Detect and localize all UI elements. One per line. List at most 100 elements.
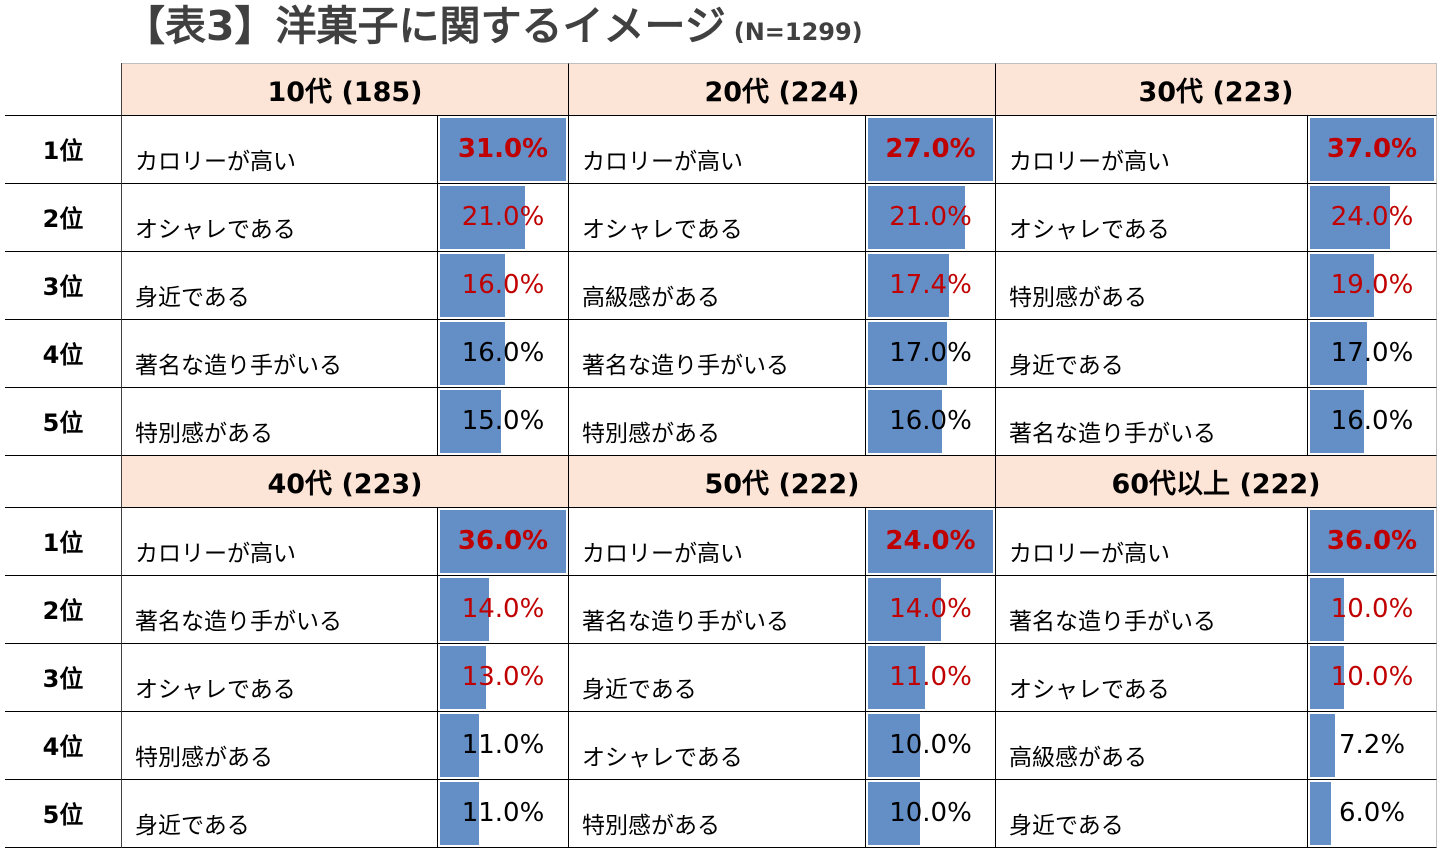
value-cell: 36.0%	[438, 508, 569, 576]
value-cell: 15.0%	[438, 388, 569, 456]
bar-track	[868, 646, 993, 709]
item-label: カロリーが高い	[996, 508, 1308, 576]
bar-track	[868, 390, 993, 453]
item-label: 著名な造り手がいる	[996, 576, 1308, 644]
bar-track	[440, 646, 566, 709]
rank-header-blank	[5, 456, 122, 508]
group-header: 40代 (223)	[122, 456, 569, 508]
item-label: 高級感がある	[996, 712, 1308, 780]
group-header: 10代 (185)	[122, 63, 569, 116]
value-label: 21.0%	[889, 201, 972, 232]
data-bar	[1310, 646, 1345, 709]
data-bar	[868, 390, 943, 453]
item-label: 身近である	[996, 780, 1308, 848]
item-label: 高級感がある	[569, 252, 866, 320]
rank-label: 5位	[5, 388, 122, 456]
bar-track	[440, 118, 566, 181]
data-bar	[1310, 714, 1335, 777]
data-bar	[440, 254, 506, 317]
bar-track	[440, 186, 566, 249]
value-cell: 7.2%	[1308, 712, 1437, 780]
bar-track	[440, 578, 566, 641]
value-label: 6.0%	[1338, 797, 1406, 828]
rank-label: 3位	[5, 252, 122, 320]
rank-label: 4位	[5, 712, 122, 780]
value-cell: 36.0%	[1308, 508, 1437, 576]
bar-track	[868, 782, 993, 845]
data-bar	[1310, 390, 1364, 453]
value-label: 10.0%	[889, 729, 972, 760]
value-label: 13.0%	[461, 661, 545, 692]
bar-track	[1310, 510, 1434, 573]
item-label: カロリーが高い	[569, 116, 866, 184]
data-bar	[440, 578, 489, 641]
rank-label: 1位	[5, 116, 122, 184]
item-label: オシャレである	[569, 184, 866, 252]
value-cell: 17.4%	[866, 252, 996, 320]
value-label: 36.0%	[1326, 525, 1418, 556]
item-label: 特別感がある	[122, 712, 438, 780]
item-label: 著名な造り手がいる	[569, 576, 866, 644]
page-title: 【表3】洋菓子に関するイメージ (N=1299)	[124, 2, 863, 52]
data-bar	[440, 390, 501, 453]
value-label: 17.0%	[889, 337, 972, 368]
value-label: 7.2%	[1338, 729, 1406, 760]
bar-track	[868, 186, 993, 249]
value-label: 17.4%	[889, 269, 972, 300]
value-label: 10.0%	[1330, 661, 1414, 692]
item-label: 身近である	[996, 320, 1308, 388]
rank-label: 5位	[5, 780, 122, 848]
item-label: 特別感がある	[122, 388, 438, 456]
bar-track	[1310, 714, 1434, 777]
bar-track	[868, 322, 993, 385]
value-cell: 16.0%	[438, 320, 569, 388]
bar-track	[868, 578, 993, 641]
bar-track	[1310, 782, 1434, 845]
value-label: 11.0%	[461, 797, 545, 828]
data-bar	[868, 510, 993, 573]
item-label: オシャレである	[122, 184, 438, 252]
item-label: 身近である	[569, 644, 866, 712]
value-cell: 17.0%	[866, 320, 996, 388]
item-label: カロリーが高い	[122, 116, 438, 184]
item-label: オシャレである	[996, 184, 1308, 252]
value-label: 16.0%	[461, 337, 545, 368]
bar-track	[440, 510, 566, 573]
data-bar	[868, 322, 947, 385]
value-label: 16.0%	[461, 269, 545, 300]
value-cell: 6.0%	[1308, 780, 1437, 848]
value-cell: 16.0%	[1308, 388, 1437, 456]
value-label: 31.0%	[457, 133, 549, 164]
bar-track	[440, 254, 566, 317]
data-bar	[868, 714, 921, 777]
bar-track	[440, 714, 566, 777]
data-bar	[440, 782, 479, 845]
data-bar	[440, 118, 566, 181]
value-label: 10.0%	[1330, 593, 1414, 624]
value-cell: 21.0%	[866, 184, 996, 252]
value-label: 11.0%	[461, 729, 545, 760]
value-cell: 14.0%	[438, 576, 569, 644]
bar-track	[1310, 254, 1434, 317]
bar-track	[868, 510, 993, 573]
data-bar	[1310, 118, 1434, 181]
value-label: 11.0%	[889, 661, 972, 692]
value-cell: 24.0%	[1308, 184, 1437, 252]
title-text: 【表3】洋菓子に関するイメージ	[124, 2, 726, 50]
value-label: 10.0%	[889, 797, 972, 828]
value-label: 36.0%	[457, 525, 549, 556]
item-label: カロリーが高い	[569, 508, 866, 576]
bar-track	[1310, 390, 1434, 453]
group-header: 20代 (224)	[569, 63, 996, 116]
data-bar	[440, 510, 566, 573]
value-label: 24.0%	[885, 525, 976, 556]
data-bar	[440, 322, 506, 385]
value-label: 14.0%	[461, 593, 545, 624]
value-label: 19.0%	[1330, 269, 1414, 300]
rank-label: 2位	[5, 576, 122, 644]
rank-label: 3位	[5, 644, 122, 712]
value-label: 27.0%	[885, 133, 976, 164]
value-label: 37.0%	[1326, 133, 1418, 164]
sample-size: (N=1299)	[733, 18, 863, 46]
value-cell: 11.0%	[438, 712, 569, 780]
